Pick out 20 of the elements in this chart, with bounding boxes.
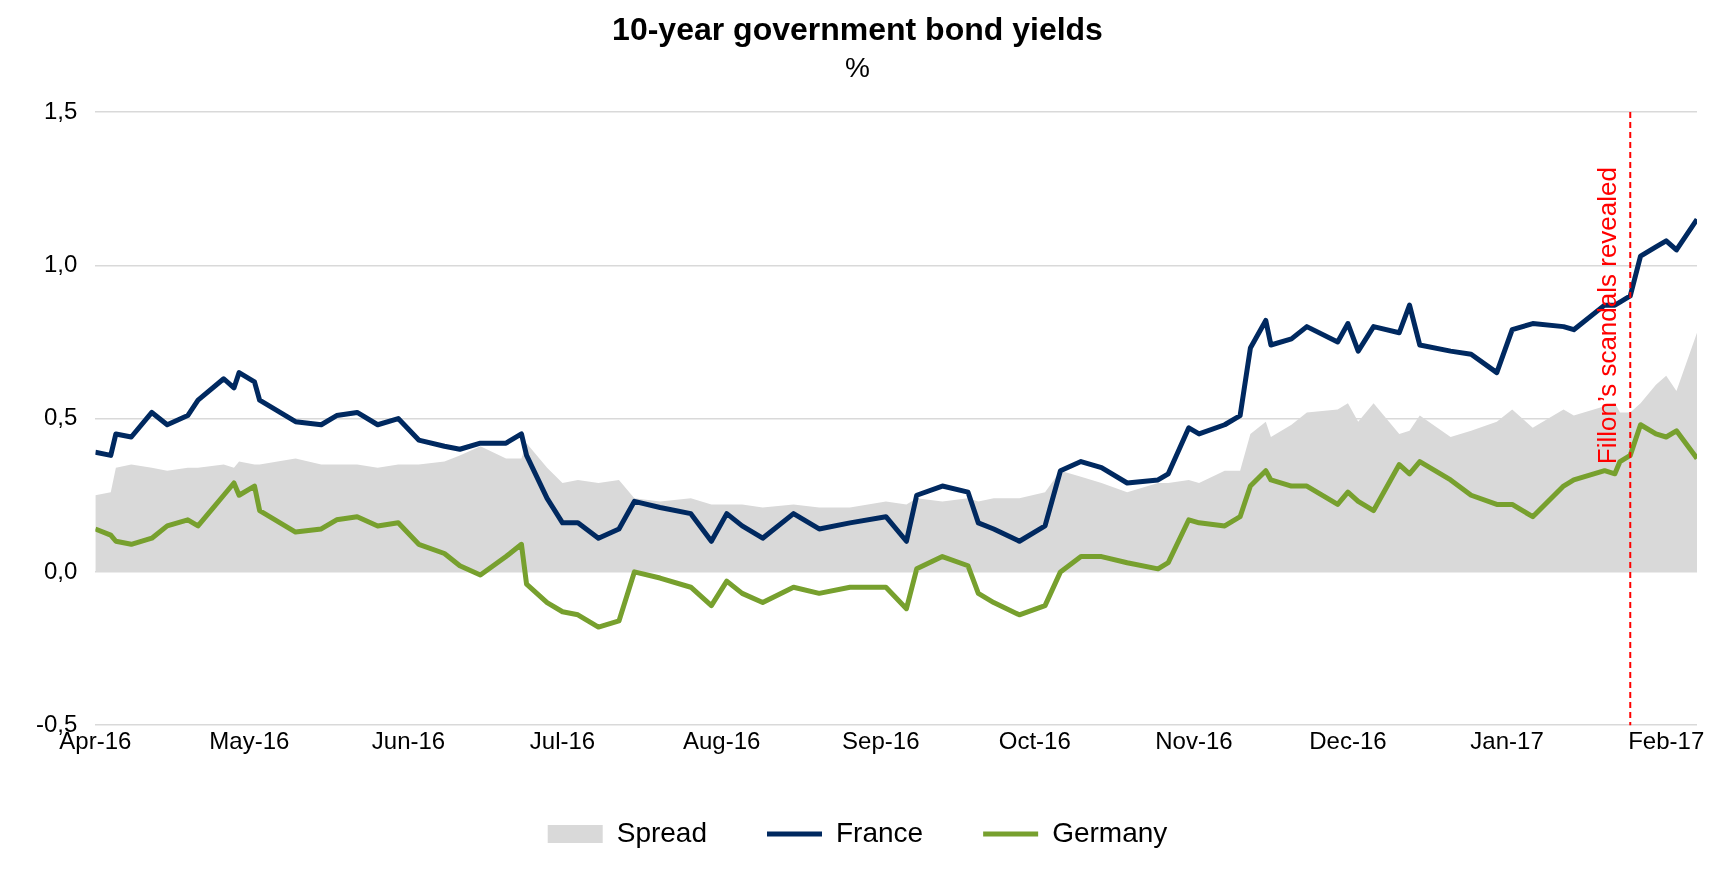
ref-line-label: Fillon’s scandals revealed — [1592, 167, 1623, 465]
x-tick-label: Feb-17 — [1628, 727, 1705, 755]
y-tick-label: 0,0 — [43, 556, 78, 584]
x-tick-label: Nov-16 — [1155, 727, 1233, 755]
x-tick-label: Sep-16 — [842, 727, 920, 755]
chart-subtitle: % — [845, 51, 870, 83]
y-tick-label: 0,5 — [43, 403, 78, 431]
chart-title: 10-year government bond yields — [612, 11, 1103, 48]
x-tick-label: Oct-16 — [998, 727, 1071, 755]
x-tick-label: Dec-16 — [1309, 727, 1387, 755]
x-tick-label: Jun-16 — [371, 727, 446, 755]
legend-label: Germany — [1052, 816, 1168, 848]
legend-label: Spread — [616, 816, 708, 848]
x-tick-label: Aug-16 — [682, 727, 761, 755]
y-tick-label: 1,5 — [43, 96, 78, 124]
y-tick-label: 1,0 — [43, 249, 78, 277]
x-tick-label: Jan-17 — [1470, 727, 1544, 755]
legend-label: France — [836, 816, 924, 848]
x-tick-label: May-16 — [209, 727, 290, 755]
x-tick-label: Jul-16 — [529, 727, 596, 755]
